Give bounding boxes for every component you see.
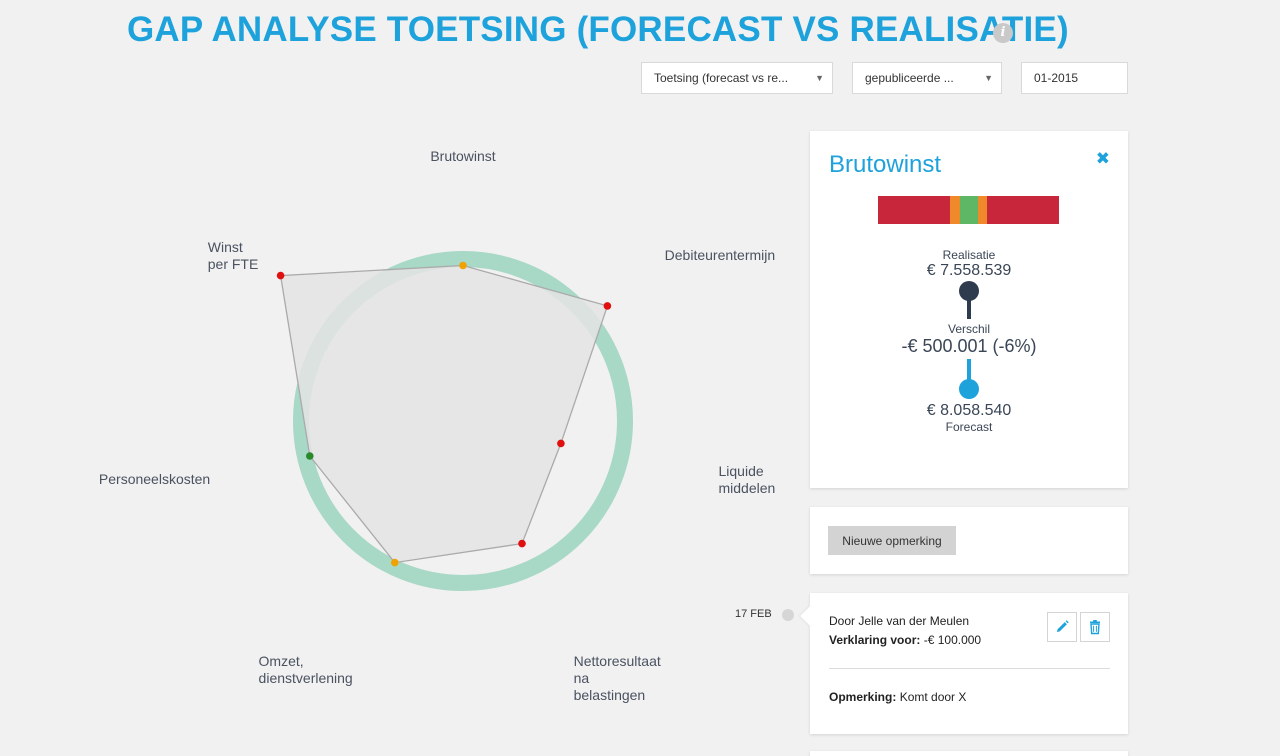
new-comment-panel: Nieuwe opmerking: [810, 507, 1128, 574]
comment-remark: Opmerking: Komt door X: [829, 690, 966, 704]
realisatie-marker-stem: [967, 297, 971, 319]
radar-point[interactable]: [276, 271, 285, 280]
axis-label[interactable]: Personeelskosten: [98, 471, 211, 488]
radar-point[interactable]: [391, 558, 399, 567]
pencil-icon: [1057, 620, 1069, 632]
chevron-down-icon: ▼: [984, 73, 993, 83]
explanation-label: Verklaring voor:: [829, 633, 921, 647]
axis-label[interactable]: Winst per FTE: [207, 238, 259, 272]
analysis-type-select[interactable]: Toetsing (forecast vs re... ▼: [641, 62, 833, 94]
verschil-value: -€ 500.001 (-6%): [901, 336, 1037, 356]
next-comment-card: [810, 751, 1128, 756]
comment-card: Door Jelle van der Meulen Verklaring voo…: [800, 593, 1128, 734]
axis-label[interactable]: Omzet, dienstverlening: [258, 652, 353, 686]
axis-label[interactable]: Liquide middelen: [718, 462, 776, 496]
gap-bar: [878, 196, 1059, 224]
axis-label[interactable]: Nettoresultaat na belastingen: [573, 652, 661, 703]
realisatie-marker: [959, 281, 979, 301]
target-ring: [293, 251, 633, 591]
period-value: 01-2015: [1034, 71, 1079, 85]
period-input[interactable]: 01-2015: [1021, 62, 1128, 94]
forecast-marker: [959, 379, 979, 399]
radar-point[interactable]: [459, 261, 467, 270]
remark-value: Komt door X: [899, 690, 967, 704]
chevron-down-icon: ▼: [815, 73, 824, 83]
timeline-dot: [782, 609, 794, 621]
gap-bar-good-segment: [960, 196, 978, 224]
info-icon[interactable]: i: [993, 23, 1013, 43]
comment-explanation: Verklaring voor: -€ 100.000: [829, 633, 981, 647]
delete-comment-button[interactable]: [1080, 612, 1110, 642]
radar-point[interactable]: [306, 452, 314, 460]
axis-label[interactable]: Brutowinst: [430, 147, 496, 164]
new-comment-button[interactable]: Nieuwe opmerking: [828, 526, 956, 555]
gap-bar-warning-segment: [950, 196, 960, 224]
axis-label[interactable]: Debiteurentermijn: [664, 247, 776, 264]
timeline-date: 17 FEB: [735, 608, 772, 620]
publication-value: gepubliceerde ...: [865, 71, 954, 85]
forecast-label: Forecast: [945, 420, 993, 434]
trash-icon: [1090, 620, 1100, 635]
gap-bar-warning-segment: [978, 196, 987, 224]
detail-panel: Brutowinst ✖ Realisatie € 7.558.539 Vers…: [810, 131, 1128, 488]
comment-author: Door Jelle van der Meulen: [829, 614, 970, 628]
realisatie-label: Realisatie: [942, 248, 996, 262]
forecast-value: € 8.058.540: [926, 402, 1012, 419]
realisatie-value: € 7.558.539: [926, 262, 1012, 279]
page-title: GAP ANALYSE TOETSING (FORECAST VS REALIS…: [127, 10, 1069, 49]
edit-comment-button[interactable]: [1047, 612, 1077, 642]
comment-divider: [829, 668, 1110, 669]
analysis-type-value: Toetsing (forecast vs re...: [654, 71, 789, 85]
radar-point[interactable]: [603, 302, 612, 310]
comment-pointer: [800, 606, 820, 626]
radar-chart: [276, 251, 633, 591]
radar-point[interactable]: [557, 439, 565, 448]
remark-label: Opmerking:: [829, 690, 897, 704]
close-icon[interactable]: ✖: [1095, 149, 1110, 168]
radar-polygon: [279, 264, 609, 564]
forecast-marker-stem: [967, 359, 971, 383]
publication-select[interactable]: gepubliceerde ... ▼: [852, 62, 1002, 94]
explanation-value: -€ 100.000: [923, 633, 982, 647]
verschil-label: Verschil: [947, 322, 991, 336]
detail-title: Brutowinst: [829, 151, 942, 178]
radar-point[interactable]: [518, 539, 526, 548]
